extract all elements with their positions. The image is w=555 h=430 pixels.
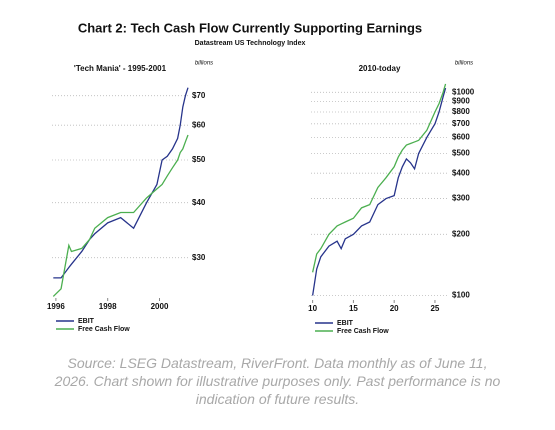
y-tick-label: $70 bbox=[192, 91, 206, 100]
y-unit: billions bbox=[195, 61, 213, 67]
x-tick-label: 1996 bbox=[47, 302, 65, 311]
legend-label: EBIT bbox=[78, 318, 95, 325]
y-tick-label: $50 bbox=[192, 155, 206, 164]
x-tick-label: 2000 bbox=[151, 302, 169, 311]
chart-subtitle: Datastream US Technology Index bbox=[195, 40, 306, 47]
series-line bbox=[53, 87, 189, 279]
y-tick-label: $100 bbox=[452, 291, 470, 300]
panel-title: 'Tech Mania' - 1995-2001 bbox=[74, 64, 167, 73]
legend-label: Free Cash Flow bbox=[78, 326, 130, 333]
y-tick-label: $1000 bbox=[452, 87, 475, 96]
x-tick-label: 25 bbox=[430, 304, 439, 313]
y-tick-label: $40 bbox=[192, 198, 206, 207]
series-line bbox=[52, 134, 189, 297]
series-line bbox=[311, 87, 447, 296]
y-tick-label: $800 bbox=[452, 107, 470, 116]
y-tick-label: $300 bbox=[452, 194, 470, 203]
x-tick-label: 1998 bbox=[99, 302, 117, 311]
y-tick-label: $30 bbox=[192, 253, 206, 262]
y-tick-label: $200 bbox=[452, 229, 470, 238]
y-tick-label: $60 bbox=[192, 120, 206, 129]
y-unit: billions bbox=[455, 61, 473, 67]
x-tick-label: 20 bbox=[390, 304, 399, 313]
series-line bbox=[311, 83, 447, 273]
y-tick-label: $400 bbox=[452, 168, 470, 177]
y-tick-label: $900 bbox=[452, 97, 470, 106]
x-tick-label: 15 bbox=[349, 304, 358, 313]
x-tick-label: 10 bbox=[308, 304, 317, 313]
chart-title: Chart 2: Tech Cash Flow Currently Suppor… bbox=[78, 20, 422, 35]
y-tick-label: $500 bbox=[452, 149, 470, 158]
legend-label: Free Cash Flow bbox=[337, 328, 389, 335]
y-tick-label: $700 bbox=[452, 119, 470, 128]
legend-label: EBIT bbox=[337, 320, 354, 327]
source-note: Source: LSEG Datastream, RiverFront. Dat… bbox=[54, 355, 501, 407]
y-tick-label: $600 bbox=[452, 133, 470, 142]
panel-title: 2010-today bbox=[359, 64, 401, 73]
chart: Chart 2: Tech Cash Flow Currently Suppor… bbox=[47, 20, 475, 335]
